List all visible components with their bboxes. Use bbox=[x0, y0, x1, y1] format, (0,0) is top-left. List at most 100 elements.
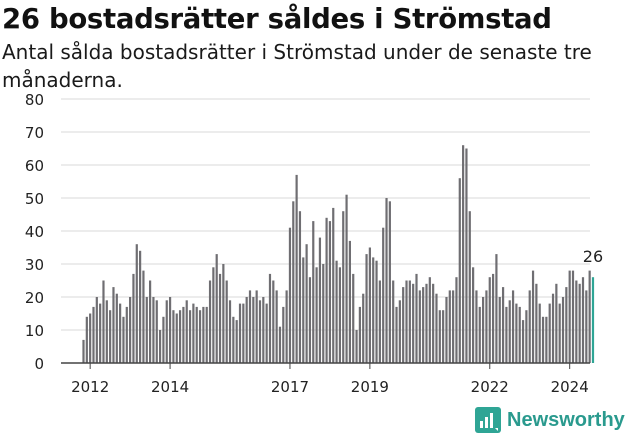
bar bbox=[555, 283, 558, 363]
bar bbox=[525, 310, 528, 363]
bar bbox=[225, 280, 228, 363]
bar bbox=[258, 300, 262, 363]
bar bbox=[112, 287, 115, 363]
y-axis-tick-labels: 0 10 20 30 40 50 60 70 80 bbox=[25, 91, 44, 373]
bar bbox=[132, 273, 135, 363]
bar bbox=[188, 310, 192, 363]
bar bbox=[515, 303, 518, 363]
bar bbox=[358, 306, 361, 363]
y-tick-label: 80 bbox=[25, 91, 44, 109]
bar bbox=[245, 297, 248, 363]
bar bbox=[298, 211, 302, 363]
bar bbox=[458, 178, 461, 363]
bar bbox=[89, 313, 92, 363]
bar bbox=[468, 211, 471, 363]
bar bbox=[558, 303, 561, 363]
bar bbox=[588, 270, 591, 363]
y-tick-label: 10 bbox=[25, 322, 44, 340]
bar bbox=[182, 306, 185, 363]
bar bbox=[465, 148, 468, 363]
bar bbox=[335, 260, 338, 363]
bar bbox=[325, 217, 328, 363]
bar bbox=[452, 290, 455, 363]
y-tick-label: 30 bbox=[25, 256, 44, 274]
y-tick-label: 0 bbox=[34, 355, 44, 373]
bar bbox=[292, 201, 295, 363]
y-tick-label: 40 bbox=[25, 223, 44, 241]
bar bbox=[425, 283, 428, 363]
bar bbox=[252, 297, 255, 363]
bar bbox=[102, 280, 105, 363]
bar bbox=[232, 316, 235, 363]
bar bbox=[282, 306, 285, 363]
bar bbox=[242, 303, 245, 363]
bar bbox=[508, 300, 511, 363]
bar bbox=[345, 194, 348, 363]
bar bbox=[85, 316, 88, 363]
bar bbox=[305, 244, 308, 363]
bar bbox=[541, 316, 545, 363]
bar bbox=[149, 280, 152, 363]
bar bbox=[448, 290, 451, 363]
bar bbox=[208, 280, 212, 363]
bar bbox=[578, 283, 581, 363]
bar bbox=[139, 250, 142, 363]
bar bbox=[398, 300, 401, 363]
bar bbox=[352, 273, 355, 363]
bar bbox=[375, 260, 378, 363]
last-value-label: 26 bbox=[583, 247, 603, 266]
bar bbox=[265, 303, 268, 363]
bar bbox=[498, 297, 501, 363]
bar bbox=[202, 306, 205, 363]
bar bbox=[365, 254, 368, 363]
bar bbox=[268, 273, 272, 363]
bar bbox=[308, 277, 312, 363]
bar bbox=[445, 297, 448, 363]
x-axis-tick-labels: 2012 2014 2017 2019 2022 2024 bbox=[71, 363, 589, 396]
bar bbox=[302, 257, 305, 363]
bar bbox=[385, 198, 388, 363]
bar bbox=[158, 330, 162, 363]
bar bbox=[228, 300, 232, 363]
bar bbox=[238, 303, 242, 363]
bar bbox=[272, 280, 275, 363]
y-tick-label: 20 bbox=[25, 289, 44, 307]
bar bbox=[548, 303, 551, 363]
bar bbox=[551, 293, 555, 363]
bar bbox=[195, 306, 198, 363]
bar bbox=[255, 290, 258, 363]
bar bbox=[478, 306, 481, 363]
bar bbox=[82, 339, 85, 363]
x-tick-label: 2012 bbox=[71, 378, 109, 396]
bar bbox=[285, 290, 288, 363]
y-tick-label: 50 bbox=[25, 190, 44, 208]
bar bbox=[392, 280, 395, 363]
bar bbox=[198, 310, 202, 363]
bar bbox=[382, 227, 385, 363]
bar bbox=[332, 207, 335, 363]
bar bbox=[312, 221, 315, 363]
bar bbox=[565, 287, 568, 363]
bar bbox=[561, 297, 565, 363]
bar bbox=[535, 283, 538, 363]
bar bbox=[488, 277, 491, 363]
bar bbox=[462, 145, 465, 363]
bar bbox=[338, 267, 342, 363]
bar bbox=[408, 280, 411, 363]
bar bbox=[435, 293, 438, 363]
bar bbox=[162, 316, 165, 363]
bar bbox=[491, 273, 495, 363]
bar bbox=[545, 316, 548, 363]
bar bbox=[388, 201, 391, 363]
bar bbox=[402, 287, 405, 363]
bar bbox=[288, 227, 292, 363]
bar bbox=[175, 313, 178, 363]
bar bbox=[505, 306, 508, 363]
bar bbox=[205, 306, 208, 363]
bar bbox=[372, 257, 375, 363]
bar bbox=[571, 270, 575, 363]
x-tick-label: 2017 bbox=[271, 378, 309, 396]
chart-subtitle: Antal sålda bostadsrätter i Strömstad un… bbox=[2, 40, 592, 92]
bar bbox=[178, 310, 182, 363]
bar bbox=[322, 264, 325, 363]
